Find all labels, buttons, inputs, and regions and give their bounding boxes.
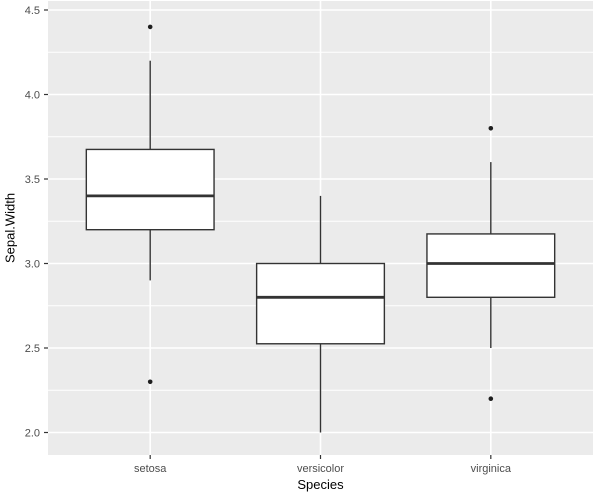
- y-tick-label: 3.5: [25, 174, 40, 186]
- y-tick-label: 3.0: [25, 259, 40, 271]
- y-tick-label: 2.0: [25, 428, 40, 440]
- box-setosa: [85, 148, 215, 231]
- y-tick-label: 4.5: [25, 5, 40, 17]
- outlier-point-setosa: [147, 379, 153, 385]
- outlier-point-virginica: [488, 396, 494, 402]
- y-axis-title: Sepal.Width: [2, 192, 18, 264]
- y-tick-label: 2.5: [25, 343, 40, 355]
- x-tick-label-setosa: setosa: [134, 463, 167, 475]
- x-tick-label-virginica: virginica: [471, 463, 512, 475]
- x-axis-title: Species: [297, 477, 344, 492]
- outlier-point-virginica: [488, 126, 494, 131]
- outlier-point-setosa: [147, 24, 153, 30]
- y-tick-label: 4.0: [25, 90, 40, 102]
- box-virginica: [426, 233, 556, 299]
- box-versicolor: [255, 262, 386, 345]
- x-tick-label-versicolor: versicolor: [297, 463, 344, 475]
